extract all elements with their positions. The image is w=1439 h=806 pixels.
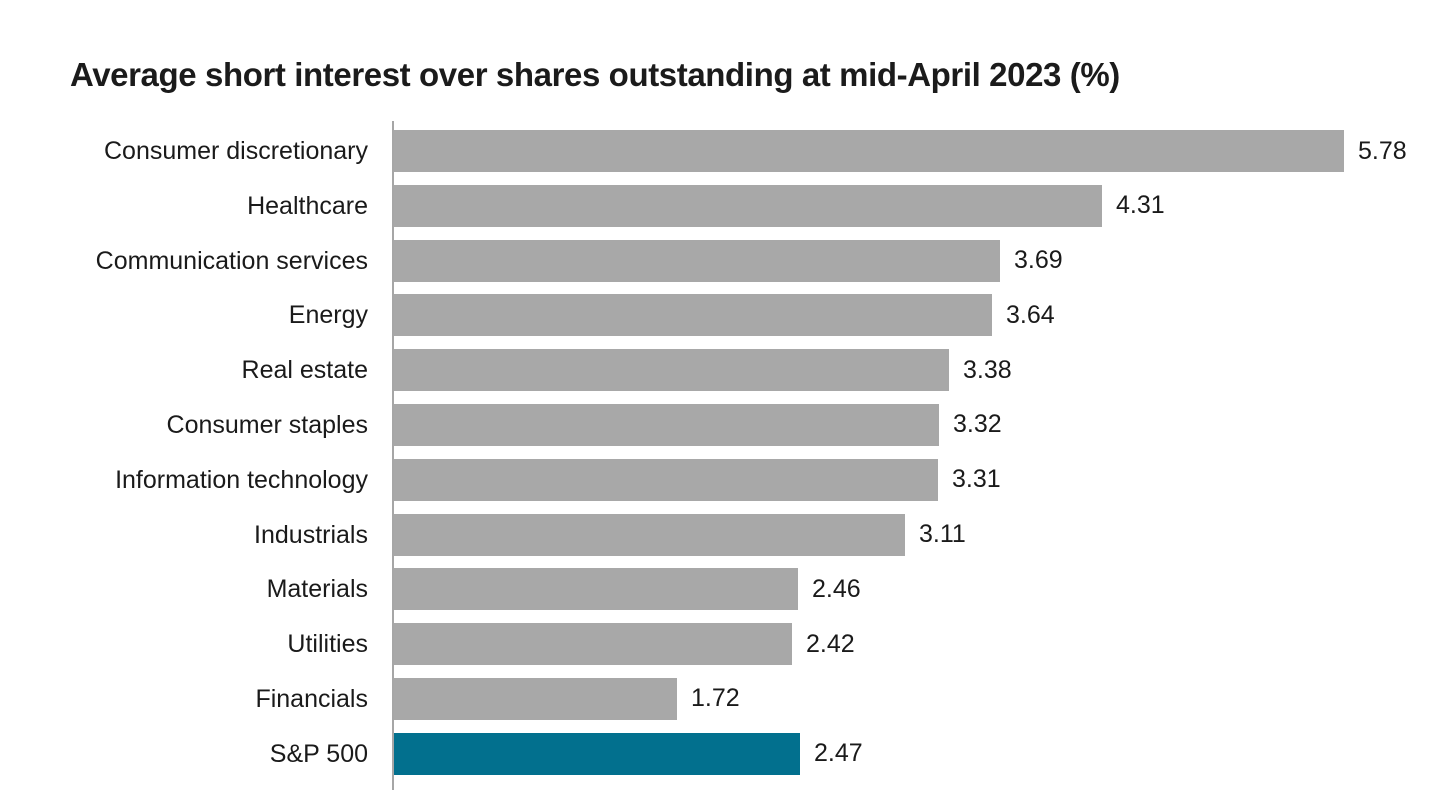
bar [394,130,1344,172]
value-label: 3.11 [919,520,966,549]
category-label: S&P 500 [269,739,368,768]
value-label: 3.38 [963,355,1012,384]
bar [394,458,938,501]
bar-row: Industrials 3.11 [0,513,1407,556]
bar-track: 1.72 [394,677,740,720]
bar [394,732,800,775]
value-label: 3.69 [1014,246,1063,275]
category-label: Energy [288,301,368,330]
value-label: 2.47 [814,739,863,768]
category-label: Utilities [287,630,368,659]
bar-row: Consumer staples 3.32 [0,403,1407,446]
value-label: 3.31 [952,465,1001,494]
bar-track: 4.31 [394,184,1165,227]
bar-rows: Consumer discretionary 5.78 Healthcare 4… [0,130,1407,775]
bar-row: Communication services 3.69 [0,239,1407,282]
bar [394,239,1000,282]
bar-row: Information technology 3.31 [0,458,1407,501]
bar-track: 2.46 [394,568,861,611]
value-label: 2.42 [806,629,855,658]
bar-row: Healthcare 4.31 [0,184,1407,227]
bar-track: 5.78 [394,130,1407,172]
category-label: Industrials [254,520,368,549]
bar-track: 3.32 [394,403,1002,446]
category-label: Consumer discretionary [104,137,368,165]
bar [394,568,798,611]
bar-row: Materials 2.46 [0,568,1407,611]
chart-title: Average short interest over shares outst… [70,56,1120,93]
bar [394,623,792,666]
category-label: Materials [266,575,368,604]
bar-track: 3.11 [394,513,966,556]
category-label: Financials [255,684,368,713]
bar-row: Real estate 3.38 [0,349,1407,392]
bar-track: 3.31 [394,458,1001,501]
value-label: 4.31 [1116,191,1165,220]
bar-track: 3.38 [394,349,1012,392]
category-label: Information technology [115,465,368,494]
bar [394,403,939,446]
bar [394,513,905,556]
category-label: Healthcare [247,191,368,220]
bar-row: Financials 1.72 [0,677,1407,720]
bar-row: Consumer discretionary 5.78 [0,130,1407,172]
bar-row: S&P 500 2.47 [0,732,1407,775]
y-axis-line [392,121,394,790]
category-label: Real estate [241,356,368,385]
bar-row: Utilities 2.42 [0,623,1407,666]
bar [394,294,992,337]
value-label: 1.72 [691,684,740,713]
category-label: Consumer staples [166,410,368,439]
bar-row: Energy 3.64 [0,294,1407,337]
value-label: 5.78 [1358,136,1407,165]
bar-track: 2.42 [394,623,855,666]
value-label: 3.32 [953,410,1002,439]
bar-track: 3.69 [394,239,1063,282]
value-label: 3.64 [1006,300,1055,329]
bar [394,349,949,392]
bar [394,677,677,720]
bar-track: 2.47 [394,732,863,775]
category-label: Communication services [95,246,368,275]
bar [394,184,1102,227]
bar-track: 3.64 [394,294,1055,337]
value-label: 2.46 [812,574,861,603]
